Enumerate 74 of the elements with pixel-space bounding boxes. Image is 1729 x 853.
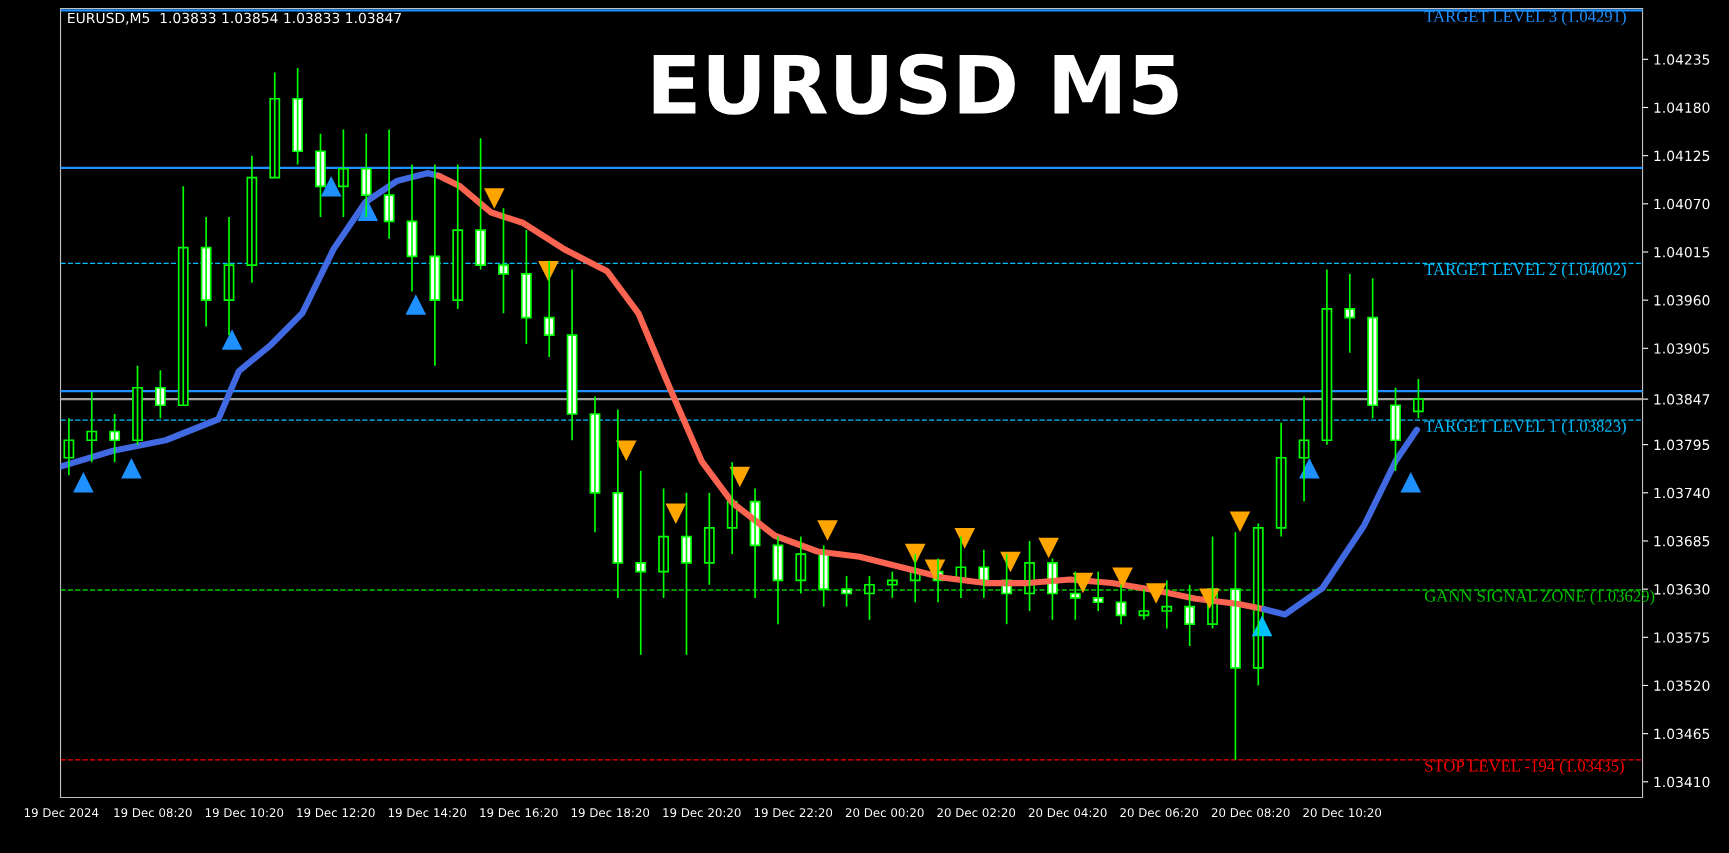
x-tick-label: 19 Dec 10:20 [205,808,284,818]
candlestick [681,491,692,656]
point [405,294,427,315]
x-tick-label: 19 Dec 22:20 [754,808,833,818]
point [904,543,926,565]
candlestick [1412,378,1424,420]
candlestick [841,575,852,608]
point [320,176,342,197]
point [1145,583,1167,604]
y-tick-label: 1.04015 [1654,246,1710,258]
y-tick-label: 1.03465 [1654,728,1710,740]
candlestick [475,137,487,271]
y-tick-label: 1.03575 [1654,632,1710,643]
y-tick-label: 1.03410 [1654,776,1710,788]
point [1072,572,1094,594]
point [1299,457,1320,479]
x-tick-label: 19 Dec 08:20 [114,808,192,818]
point [1229,511,1251,532]
y-tick-label: 1.03960 [1654,295,1710,306]
x-tick-label: 20 Dec 04:20 [1028,808,1107,818]
candlestick [109,413,121,463]
annotation: EURUSD,M5 1.03833 1.03854 1.03833 1.03847 [68,12,401,25]
candlestick [864,575,875,621]
x-tick-label: 20 Dec 08:20 [1211,808,1290,818]
y-tick-label: 1.03905 [1654,343,1710,354]
point [954,528,976,549]
y-tick-label: 1.04235 [1654,54,1710,65]
y-tick-label: 1.03740 [1654,487,1710,499]
point [1112,567,1133,589]
ref-line-label: STOP LEVEL -194 (1.03435) [1425,759,1624,776]
candlestick [292,67,304,166]
point [817,520,838,541]
point [665,503,687,525]
y-tick-label: 1.03520 [1654,680,1710,691]
x-tick-label: 19 Dec 14:20 [388,808,467,818]
ref-line-label: TARGET LEVEL 2 (1.04002) [1424,263,1626,279]
candlestick [154,369,166,420]
x-tick-label: 19 Dec 2024 [24,808,99,818]
x-tick-label: 19 Dec 18:20 [571,808,650,818]
x-tick-label: 20 Dec 10:20 [1303,808,1382,818]
x-tick-label: 20 Dec 00:20 [845,808,924,818]
point [221,329,243,350]
point [615,440,637,462]
y-tick-label: 1.03847 [1654,394,1710,405]
candlestick [658,487,670,599]
ref-line-label: TARGET LEVEL 1 (1.03823) [1424,420,1626,436]
y-tick-label: 1.04180 [1654,102,1710,113]
x-tick-label: 19 Dec 16:20 [480,808,558,818]
point [1400,472,1422,493]
point [121,457,142,479]
x-tick-label: 20 Dec 02:20 [937,808,1016,818]
point [1038,537,1059,559]
ref-line-label: TARGET LEVEL 3 (1.04291) [1424,10,1626,26]
x-tick-label: 20 Dec 06:20 [1120,808,1199,818]
point [73,472,94,493]
chart-title: EURUSD M5 [653,53,1178,115]
x-tick-label: 19 Dec 20:20 [663,808,741,818]
candlestick [1390,386,1401,472]
y-tick-label: 1.04125 [1654,150,1710,162]
y-tick-label: 1.03795 [1654,439,1710,451]
candlestick [1367,277,1379,420]
candlestick [132,364,143,446]
point [484,188,505,209]
y-tick-label: 1.04070 [1654,198,1710,210]
point [729,466,751,488]
candlestick [337,128,349,218]
candlestick [315,132,326,218]
candlestick [498,207,509,315]
y-tick-label: 1.03630 [1654,584,1710,595]
candlestick [703,491,715,586]
candlestick [520,229,532,345]
y-tick-label: 1.03685 [1654,535,1710,547]
x-tick-label: 19 Dec 12:20 [297,808,375,818]
point [1199,588,1220,610]
